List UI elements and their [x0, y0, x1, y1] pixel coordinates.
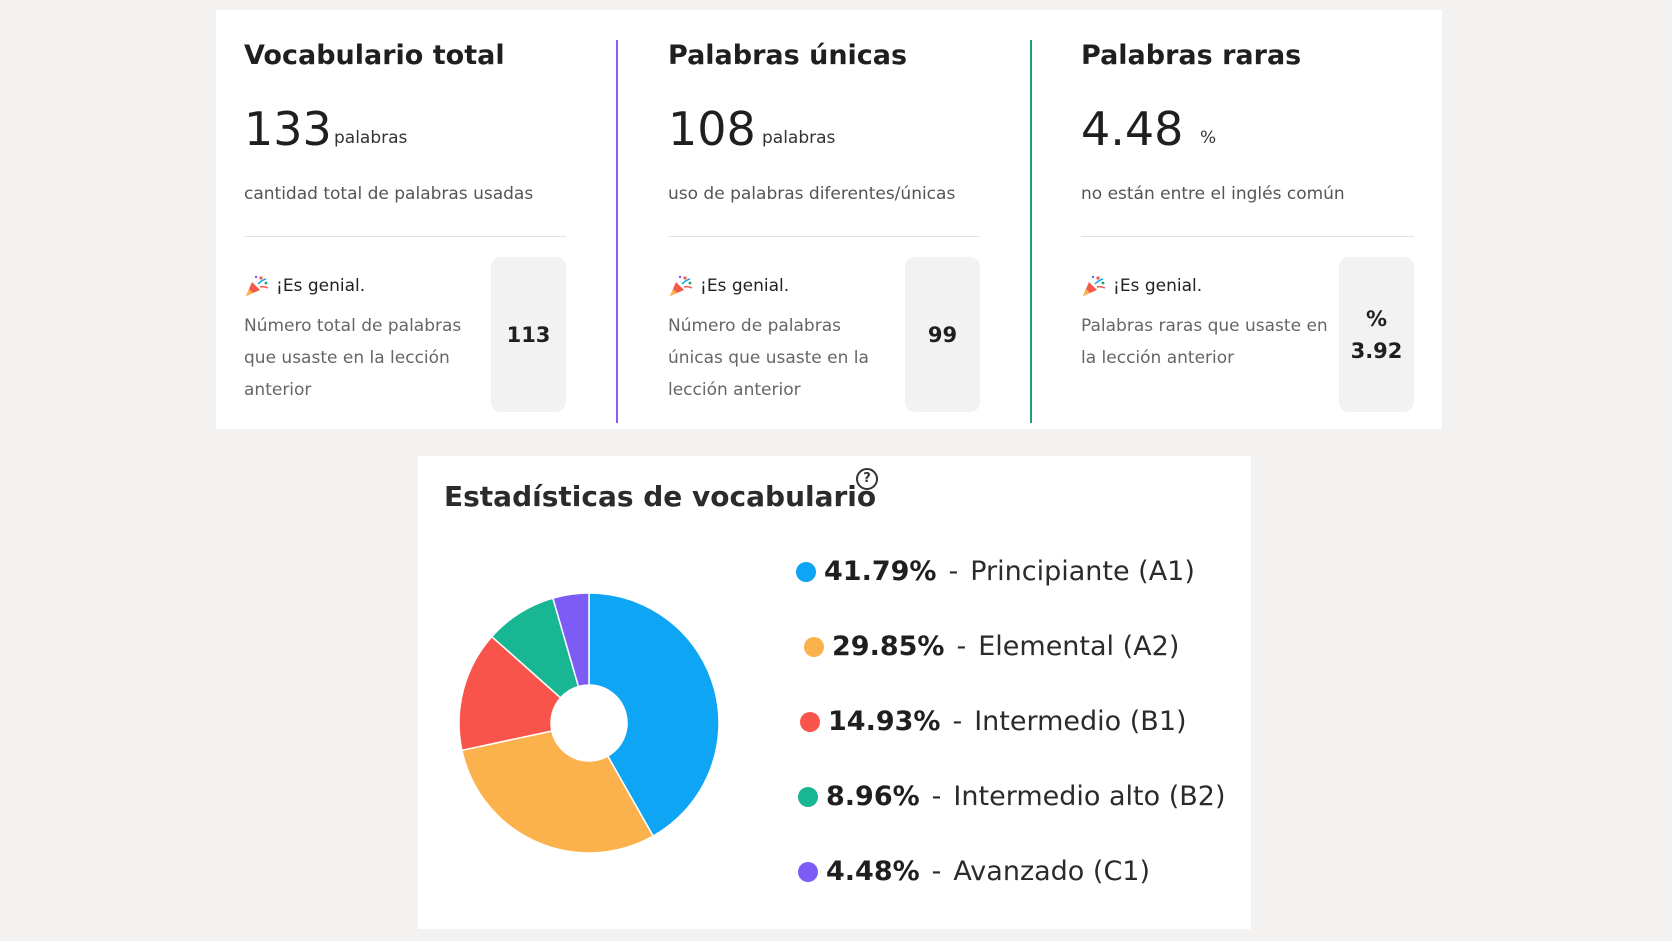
legend-label: Intermedio alto (B2) — [953, 781, 1226, 812]
legend-item: 41.79% - Principiante (A1) — [796, 556, 1195, 587]
stat-title: Vocabulario total — [244, 40, 505, 71]
legend-percent: 41.79% — [824, 556, 937, 587]
legend-separator: - — [931, 856, 942, 887]
previous-value: 113 — [506, 322, 551, 347]
previous-lesson-value-box: 113 — [491, 257, 566, 412]
legend-dot — [800, 711, 820, 732]
legend-label: Intermedio (B1) — [974, 706, 1187, 737]
legend-separator: - — [956, 631, 967, 662]
legend-dot — [796, 561, 816, 582]
stat-description: no están entre el inglés común — [1081, 184, 1345, 204]
divider — [244, 236, 566, 237]
stat-title: Palabras raras — [1081, 40, 1302, 71]
chart-title: Estadísticas de vocabulario — [444, 480, 877, 513]
stat-unit: palabras — [334, 128, 408, 148]
legend-label: Principiante (A1) — [970, 556, 1195, 587]
donut-slice[interactable] — [458, 635, 562, 752]
previous-value: 3.92 — [1350, 338, 1403, 363]
note-title: ¡Es genial. — [700, 276, 790, 296]
note-text: Número de palabras únicas que usaste en … — [668, 316, 869, 400]
column-divider-green — [1030, 40, 1032, 423]
note-text: Número total de palabras que usaste en l… — [244, 316, 462, 400]
legend-separator: - — [948, 556, 959, 587]
divider — [1081, 236, 1414, 237]
stat-card-total-vocabulary: Vocabulario total 133 palabras cantidad … — [244, 10, 574, 429]
stat-unit: palabras — [762, 128, 836, 148]
donut-slice[interactable] — [588, 592, 720, 838]
note-title: ¡Es genial. — [276, 276, 366, 296]
stats-panel: Vocabulario total 133 palabras cantidad … — [216, 10, 1442, 429]
note-header: ¡Es genial. — [668, 274, 789, 298]
stat-unit: % — [1200, 128, 1217, 148]
previous-lesson-value-box: % 3.92 — [1339, 257, 1414, 412]
legend-percent: 29.85% — [832, 631, 945, 662]
legend-label: Elemental (A2) — [978, 631, 1180, 662]
stat-title: Palabras únicas — [668, 40, 908, 71]
legend-dot — [798, 861, 818, 882]
stat-description: uso de palabras diferentes/únicas — [668, 184, 956, 204]
legend-dot — [798, 786, 818, 807]
legend-percent: 8.96% — [826, 781, 920, 812]
legend-item: 14.93% - Intermedio (B1) — [800, 706, 1187, 737]
legend-percent: 4.48% — [826, 856, 920, 887]
question-circle-icon[interactable]: ? — [856, 468, 878, 490]
note-header: ¡Es genial. — [244, 274, 365, 298]
note-header: ¡Es genial. — [1081, 274, 1202, 298]
legend-separator: - — [931, 781, 942, 812]
stat-value: 4.48 — [1081, 102, 1184, 156]
divider — [668, 236, 980, 237]
stat-value: 133 — [244, 102, 332, 156]
donut-chart — [458, 592, 720, 854]
donut-slice[interactable] — [551, 592, 590, 688]
legend-percent: 14.93% — [828, 706, 941, 737]
column-divider-purple — [616, 40, 618, 423]
legend-item: 8.96% - Intermedio alto (B2) — [798, 781, 1225, 812]
previous-value: 99 — [927, 322, 958, 347]
legend-label: Avanzado (C1) — [953, 856, 1151, 887]
party-popper-icon — [246, 275, 269, 296]
note-title: ¡Es genial. — [1113, 276, 1203, 296]
stat-description: cantidad total de palabras usadas — [244, 184, 534, 204]
legend-item: 29.85% - Elemental (A2) — [804, 631, 1179, 662]
donut-slice[interactable] — [461, 730, 655, 854]
stat-card-rare-words: Palabras raras 4.48 % no están entre el … — [1081, 10, 1421, 429]
note-text: Palabras raras que usaste en la lección … — [1081, 316, 1328, 368]
stat-card-unique-words: Palabras únicas 108 palabras uso de pala… — [668, 10, 998, 429]
legend-item: 4.48% - Avanzado (C1) — [798, 856, 1150, 887]
party-popper-icon — [1083, 275, 1106, 296]
previous-prefix: % — [1365, 306, 1388, 331]
legend-separator: - — [952, 706, 963, 737]
vocabulary-stats-panel: Estadísticas de vocabulario ? 41.79% - Pri… — [418, 456, 1251, 929]
party-popper-icon — [670, 275, 693, 296]
legend-dot — [804, 636, 824, 657]
previous-lesson-value-box: 99 — [905, 257, 980, 412]
stat-value: 108 — [668, 102, 756, 156]
